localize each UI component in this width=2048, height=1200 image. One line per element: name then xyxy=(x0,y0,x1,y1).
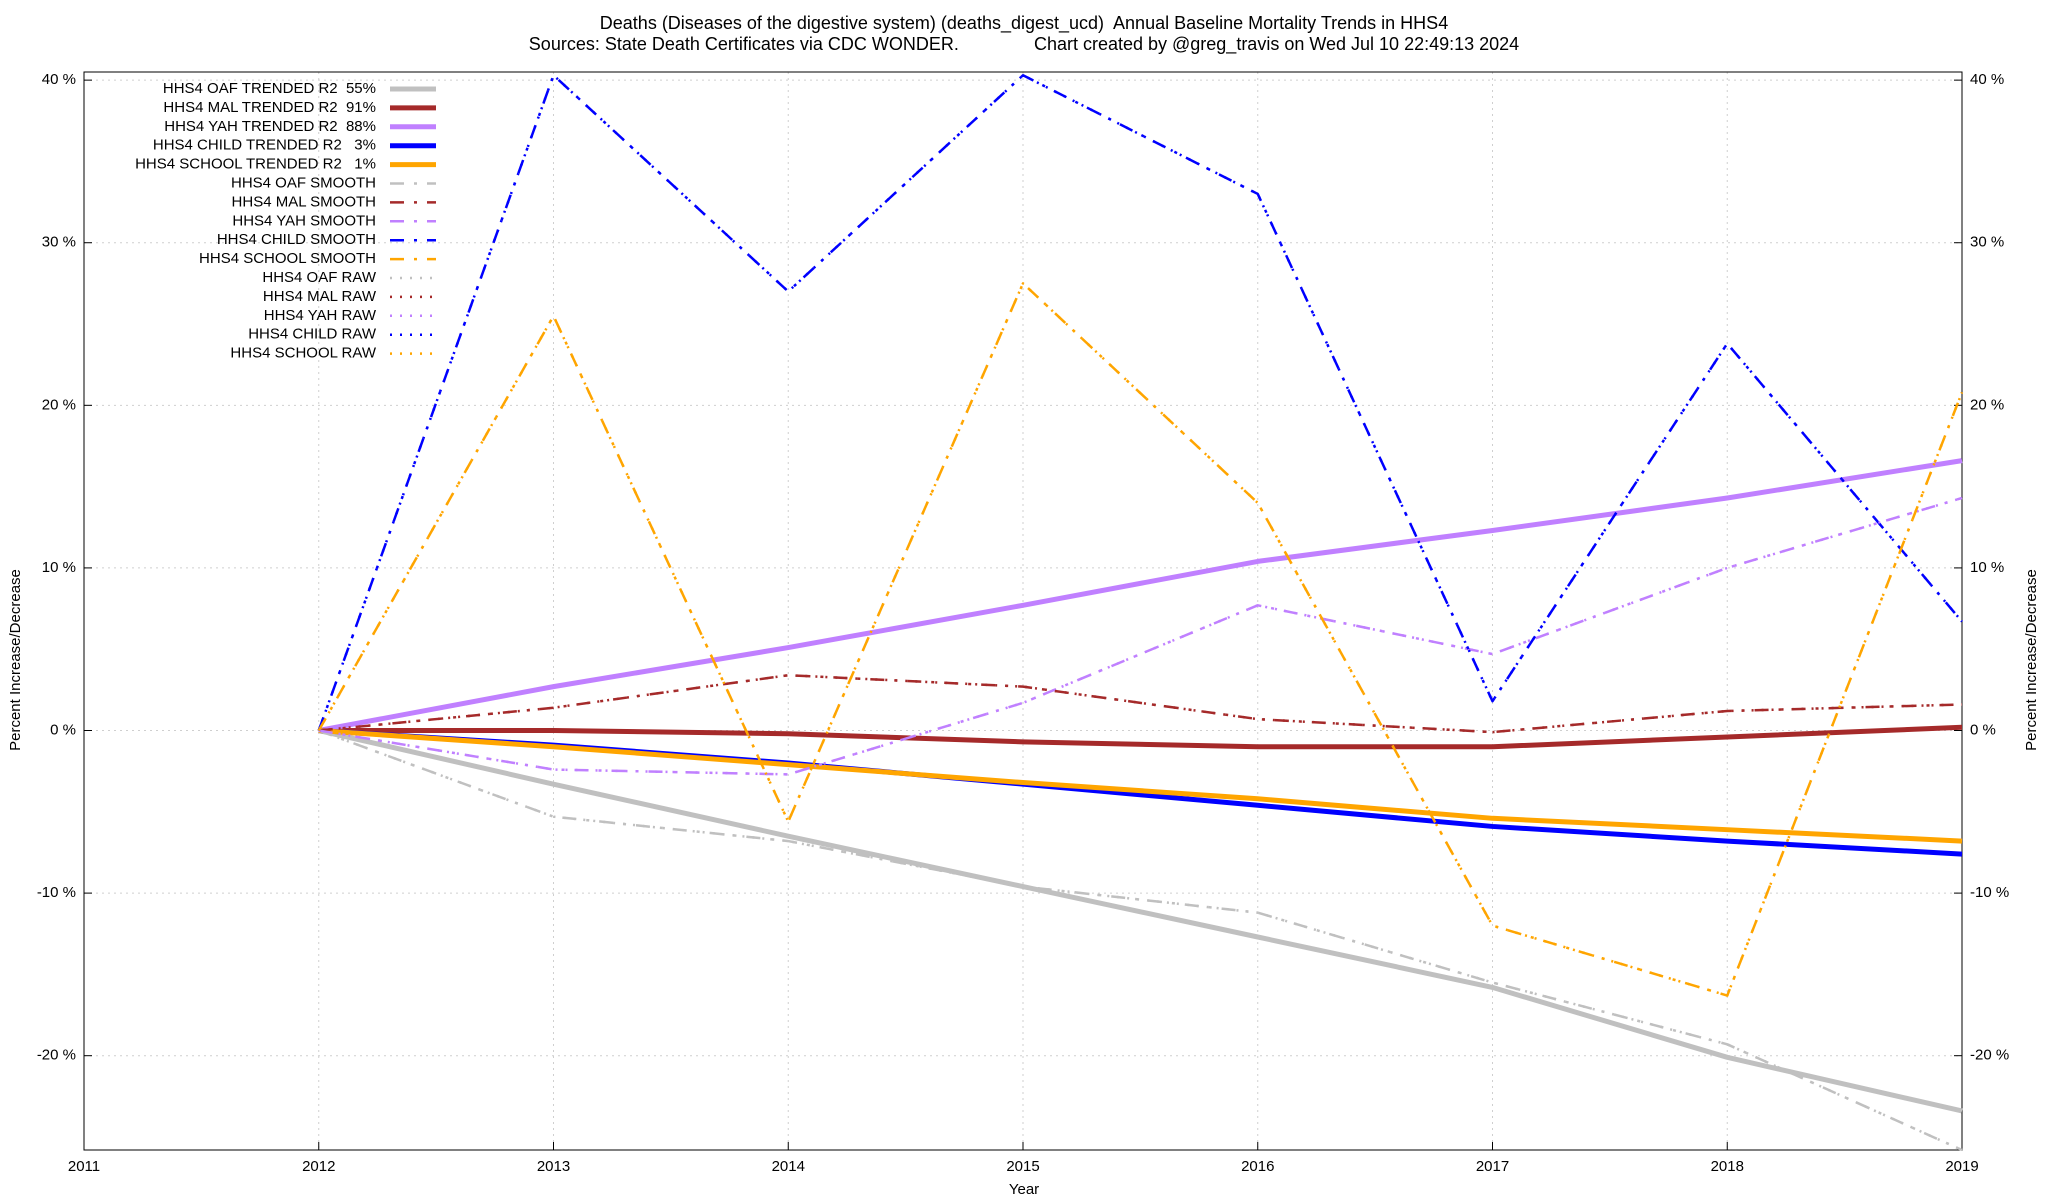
legend-label: HHS4 MAL SMOOTH xyxy=(232,193,376,210)
legend-label: HHS4 OAF SMOOTH xyxy=(231,174,376,191)
x-axis-label: Year xyxy=(1009,1181,1039,1198)
chart-title: Deaths (Diseases of the digestive system… xyxy=(600,13,1448,34)
y2-tick-label: -10 % xyxy=(1970,884,2009,901)
series-line xyxy=(318,728,1963,1114)
x-tick-label: 2011 xyxy=(68,1158,100,1175)
plot-frame xyxy=(83,71,1963,1151)
series-line xyxy=(318,724,1963,750)
x-tick-label: 2018 xyxy=(1711,1158,1744,1175)
y-tick-label: 30 % xyxy=(42,234,76,251)
y-tick-label: 10 % xyxy=(42,559,76,576)
x-tick-label: 2017 xyxy=(1476,1158,1509,1175)
series-line xyxy=(317,282,1964,997)
x-tick-label: 2019 xyxy=(1945,1158,1978,1175)
legend-label: HHS4 CHILD RAW xyxy=(248,326,377,343)
series-line xyxy=(317,74,1963,731)
legend-label: HHS4 MAL TRENDED R2 91% xyxy=(163,99,376,116)
series-line xyxy=(318,728,1963,844)
x-tick-label: 2014 xyxy=(772,1158,805,1175)
series-line xyxy=(318,729,1963,1152)
y2-tick-label: -20 % xyxy=(1970,1047,2009,1064)
y-tick-label: -10 % xyxy=(37,884,76,901)
legend-label: HHS4 OAF RAW xyxy=(262,269,376,286)
y-axis-label: Percent Increase/Decrease xyxy=(7,569,24,751)
chart-subtitle: Sources: State Death Certificates via CD… xyxy=(529,34,1519,55)
legend-label: HHS4 SCHOOL TRENDED R2 1% xyxy=(135,156,376,173)
legend-label: HHS4 YAH TRENDED R2 88% xyxy=(164,118,376,135)
y2-axis-label: Percent Increase/Decrease xyxy=(2023,569,2040,751)
x-tick-label: 2013 xyxy=(537,1158,570,1175)
legend-label: HHS4 SCHOOL SMOOTH xyxy=(199,250,376,267)
y2-tick-label: 10 % xyxy=(1970,559,2004,576)
x-tick-label: 2012 xyxy=(302,1158,335,1175)
series-line xyxy=(318,673,1963,734)
series-line xyxy=(317,74,1963,731)
x-tick-label: 2015 xyxy=(1006,1158,1039,1175)
y-tick-label: -20 % xyxy=(37,1047,76,1064)
y-tick-label: 20 % xyxy=(42,396,76,413)
legend-label: HHS4 SCHOOL RAW xyxy=(230,345,376,362)
series-line xyxy=(318,496,1963,776)
y-tick-label: 0 % xyxy=(50,721,76,738)
y2-tick-label: 20 % xyxy=(1970,396,2004,413)
legend-label: HHS4 CHILD SMOOTH xyxy=(217,231,376,248)
legend-label: HHS4 YAH SMOOTH xyxy=(232,212,376,229)
y2-tick-label: 40 % xyxy=(1970,71,2004,88)
y-tick-label: 40 % xyxy=(42,71,76,88)
x-tick-label: 2016 xyxy=(1241,1158,1274,1175)
y2-tick-label: 30 % xyxy=(1970,234,2004,251)
legend-label: HHS4 MAL RAW xyxy=(263,288,377,305)
series-line xyxy=(317,282,1964,997)
series-line xyxy=(318,458,1963,733)
legend-label: HHS4 YAH RAW xyxy=(264,307,377,324)
legend-label: HHS4 CHILD TRENDED R2 3% xyxy=(153,137,376,154)
legend-label: HHS4 OAF TRENDED R2 55% xyxy=(163,80,376,97)
y2-tick-label: 0 % xyxy=(1970,721,1996,738)
